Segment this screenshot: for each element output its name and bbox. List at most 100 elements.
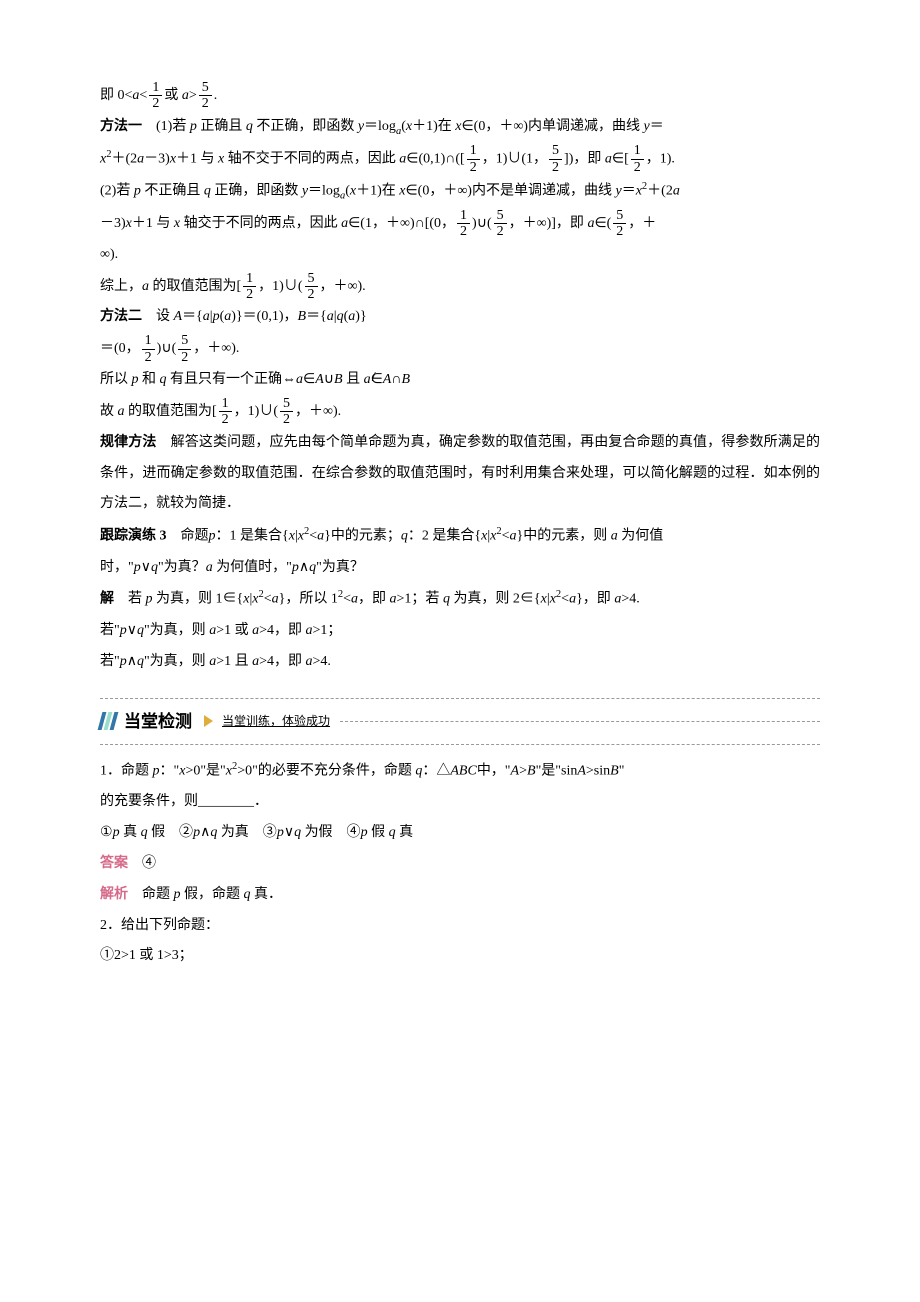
answer-value: ④ (128, 856, 156, 871)
var-A: A (577, 764, 586, 779)
section-subtitle: 当堂训练，体验成功 (222, 708, 330, 734)
answer-line: 答案 ④ (100, 849, 820, 880)
var-a: a (327, 309, 334, 324)
text: 不正确，即函数 (253, 119, 358, 134)
text: "为真，则 (144, 623, 209, 638)
text: 真． (251, 887, 283, 902)
fraction-1-2: 12 (149, 80, 162, 112)
text: ，1)∪(1， (482, 151, 547, 166)
var-q: q (294, 825, 301, 840)
text: 命题 (128, 887, 174, 902)
text: 若" (100, 654, 120, 669)
text: 有且只有一个正确⇔ (167, 372, 297, 387)
section-title: 当堂检测 (124, 703, 192, 740)
solution-line-2: 若"p∨q"为真，则 a>1 或 a>4，即 a>1； (100, 616, 820, 647)
text: 为真，则 1∈{ (153, 592, 244, 607)
var-a: a (611, 529, 618, 544)
text: ∈(0，＋∞)内不是单调递减，曲线 (405, 184, 615, 199)
text: 若 (114, 592, 146, 607)
text: 的取值范围为[ (149, 279, 241, 294)
var-B: B (298, 309, 307, 324)
solution-label: 解 (100, 592, 114, 607)
var-A: A (174, 309, 183, 324)
text: 或 (164, 88, 182, 103)
text: ∧ (200, 825, 210, 840)
var-A: A (511, 764, 520, 779)
text: (1)若 (142, 119, 190, 134)
var-p: p (292, 560, 299, 575)
text: ∧ (127, 654, 137, 669)
var-q: q (160, 372, 167, 387)
text: }，所以 1 (279, 592, 338, 607)
var-p: p (134, 184, 141, 199)
method-1-line-5: ∞). (100, 240, 820, 271)
text: 综上， (100, 279, 142, 294)
analysis-line: 解析 命题 p 假，命题 q 真． (100, 880, 820, 911)
text: (2)若 (100, 184, 134, 199)
fraction-1-2: 12 (457, 208, 470, 240)
var-p: p (361, 825, 368, 840)
var-q: q (137, 654, 144, 669)
text: >0"的必要不充分条件，命题 (237, 764, 415, 779)
text: 正确且 (197, 119, 246, 134)
text: . (214, 88, 218, 103)
text: 命题 (167, 529, 209, 544)
text: ＝log (364, 119, 396, 134)
text: ，1). (646, 151, 675, 166)
section-deco-icon (100, 712, 118, 730)
text: ，即 (358, 592, 390, 607)
text: }，即 (576, 592, 614, 607)
var-a: a (510, 529, 517, 544)
rule-paragraph: 规律方法 解答这类问题，应先由每个简单命题为真，确定参数的取值范围，再由复合命题… (100, 428, 820, 520)
method-2-line-2: ＝(0，12)∪(52，＋∞). (100, 333, 820, 365)
var-a: a (203, 309, 210, 324)
text: ＝ (650, 119, 664, 134)
method-1-label: 方法一 (100, 119, 142, 134)
method-1-summary: 综上，a 的取值范围为[12，1)∪(52，＋∞). (100, 271, 820, 303)
text: >1 且 (216, 654, 252, 669)
rule-body: 解答这类问题，应先由每个简单命题为真，确定参数的取值范围，再由复合命题的真值，得… (100, 435, 820, 512)
text: "为真？ (316, 560, 364, 575)
text: 中，" (477, 764, 511, 779)
fraction-5-2: 52 (549, 143, 562, 175)
fraction-1-2: 12 (219, 396, 232, 428)
fraction-5-2: 52 (494, 208, 507, 240)
var-p: p (146, 592, 153, 607)
text: ＋(2 (111, 151, 137, 166)
text: "为真？ (158, 560, 206, 575)
text: 为真，则 2∈{ (450, 592, 541, 607)
text: " (619, 764, 625, 779)
text: >sin (586, 764, 610, 779)
var-p: p (174, 887, 181, 902)
text: －3) (100, 216, 126, 231)
fraction-1-2: 12 (467, 143, 480, 175)
text: >4，即 (259, 623, 305, 638)
text: ＋1)在 (412, 119, 455, 134)
text: ∈(0,1)∩([ (406, 151, 464, 166)
var-B: B (610, 764, 619, 779)
fraction-5-2: 52 (613, 208, 626, 240)
text: 真 (396, 825, 414, 840)
text: 2．给出下列命题： (100, 918, 219, 933)
text: ∨ (141, 560, 151, 575)
var-q: q (401, 529, 408, 544)
fraction-5-2: 52 (305, 271, 318, 303)
method-1-line-4: －3)x＋1 与 x 轴交于不同的两点，因此 a∈(1，＋∞)∩[(0，12)∪… (100, 208, 820, 240)
fraction-5-2: 52 (199, 80, 212, 112)
var-a: a (272, 592, 279, 607)
text: ：△ (422, 764, 450, 779)
text: < (502, 529, 510, 544)
var-q: q (204, 184, 211, 199)
q1-line-1: 1．命题 p："x>0"是"x2>0"的必要不充分条件，命题 q：△ABC中，"… (100, 755, 820, 787)
var-q: q (137, 623, 144, 638)
method-1-line-3: (2)若 p 不正确且 q 正确，即函数 y＝loga(x＋1)在 x∈(0，＋… (100, 175, 820, 208)
fraction-1-2: 12 (142, 333, 155, 365)
text: < (139, 88, 147, 103)
text: ∈[ (612, 151, 629, 166)
text: > (519, 764, 527, 779)
text: ＋(2 (647, 184, 673, 199)
text: 假 ② (148, 825, 194, 840)
text: >1； (313, 623, 342, 638)
text: >4. (313, 654, 331, 669)
text: < (264, 592, 272, 607)
